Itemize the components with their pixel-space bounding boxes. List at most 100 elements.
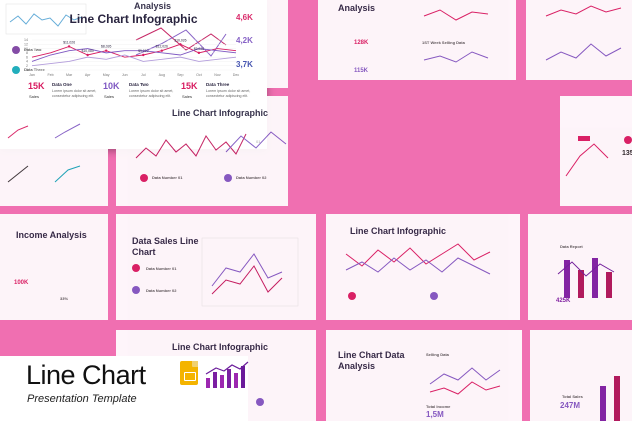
data-icon [624,136,632,144]
x-tick-label: Jul [141,73,146,77]
stat-value-1: 15K [28,81,45,91]
x-tick-label: Dec [233,73,240,77]
total-income-value: 1,5M [426,410,444,419]
stat-label-1: Sales [29,94,40,99]
mini-bar-chart [600,376,620,421]
data-point [104,49,108,52]
stat-value: 4,6K [236,13,253,22]
data-label: Data Number 02 [146,288,177,293]
thumb-title: Line Chart Infographic [350,226,447,236]
data-label: $8,026 [101,45,111,49]
bar-chart-icon [205,361,249,388]
x-tick-label: Jun [122,73,128,77]
banner-subtitle: Presentation Template [27,393,137,405]
stat-value: 128K [354,40,369,46]
page-number: 01 [256,139,261,144]
y-tick-label: 14 [24,38,28,42]
y-tick-label: 10 [24,47,28,51]
thumb-title: Data Sales Line Chart [132,236,199,258]
data-label: $11,026 [63,40,75,44]
stat-value-3: 15K [181,81,198,91]
mini-line-chart [345,243,491,275]
slide-thumb-3[interactable]: Analysis 128K 115K 1ST Week Selling Data [318,0,516,80]
slide-thumb-1[interactable]: Data Two Data Three [0,0,108,88]
slide-thumb-5[interactable] [0,96,108,206]
data-label: $10,080 [82,49,94,53]
x-tick-label: Apr [85,73,91,77]
x-tick-label: Jan [29,73,35,77]
x-tick-label: May [103,73,110,77]
data-icon [256,398,264,406]
banner-title: Line Chart [26,360,146,390]
data-label: Data Number 01 [152,175,183,180]
stat-value: 135 [622,150,632,157]
stat-value: 3,7K [236,60,253,69]
y-tick-label: 6 [26,55,28,59]
thumb-title: Line Chart Data Analysis [338,350,405,372]
stat-value: 115K [354,68,369,74]
data-point [67,45,71,48]
mini-line-chart [201,237,299,307]
x-tick-label: Oct [196,73,202,77]
slide-thumb-11[interactable]: Data Report 425K [528,214,632,320]
stat-label-2: Sales [104,94,115,99]
slide-thumb-10[interactable]: Line Chart Infographic [326,214,520,320]
data-label: $12,026 [156,45,168,49]
data-point [179,43,182,46]
mini-line-chart [5,3,87,35]
data-icon [140,174,148,182]
data-icon [132,286,140,294]
y-tick-label: 8 [26,51,28,55]
income-value: 100K [14,280,29,286]
stat-value: 425K [556,298,571,304]
stat-desc-3: Lorem ipsum dolor sit amet, consectetur … [206,89,251,98]
stat-name-3: Data Three [206,82,230,87]
slide-thumb-7[interactable]: 135 [560,96,632,206]
x-tick-label: Aug [159,73,165,77]
total-sales-label: Total Sales [562,394,583,399]
chip-label: 1ST Week Selling Data [422,40,465,45]
thumb-title: Analysis [338,3,376,13]
data-label: $9,026 [194,47,204,51]
data-three-label: Data Three [24,67,45,72]
featured-slide[interactable]: Line Chart Infographic 14 12 10 8 6 4 2 0 Jan Feb… [0,0,267,149]
slide-thumb-14[interactable]: Total Sales 247M [530,330,632,421]
google-slides-icon [180,361,198,385]
stat-value: 247M [560,401,581,410]
data-label: Data Number 01 [146,266,177,271]
stat-label-3: Sales [182,94,193,99]
stat-name-1: Data One [52,82,72,87]
thumb-title: Income Analysis [16,230,87,240]
thumb-title: Line Chart Infographic [172,342,269,352]
data-point [160,49,164,52]
total-income-label: Total Income [426,404,451,409]
mini-bar-chart [557,258,615,298]
mini-line-chart [565,136,609,177]
slide-thumb-4[interactable] [526,0,632,80]
income-percent: 33% [60,296,69,301]
x-tick-label: Feb [47,73,53,77]
page-title: Line Chart Infographic [69,12,198,26]
title-banner: Line Chart Presentation Template [0,356,249,421]
slide-thumb-13[interactable]: Line Chart Data Analysis Selling Data To… [326,330,522,421]
selling-data-label: Selling Data [426,352,449,357]
stat-desc-2: Lorem ipsum dolor sit amet, consectetur … [129,89,174,98]
series-line [31,48,237,62]
slide-thumb-9[interactable]: Data Sales Line Chart Data Number 01 Dat… [116,214,316,320]
data-label: $9,010 [138,49,148,53]
series-line [31,43,237,58]
data-icon [348,292,356,300]
stat-desc-1: Lorem ipsum dolor sit amet, consectetur … [52,89,97,98]
stat-value-2: 10K [103,81,120,91]
slide-thumb-2[interactable]: Analysis 4,6K 4,2K 3,7K [116,0,288,88]
slide-thumb-6[interactable]: Line Chart Infographic Data Number 01 Da… [116,96,288,206]
data-icon [430,292,438,300]
data-report-label: Data Report [560,244,583,249]
data-three-icon [12,66,20,74]
data-label: Data Number 02 [236,175,267,180]
x-tick-label: Sep [177,73,183,77]
slide-thumb-8[interactable]: Income Analysis 100K 33% [0,214,108,320]
series-line [31,54,237,67]
data-two-icon [12,46,20,54]
